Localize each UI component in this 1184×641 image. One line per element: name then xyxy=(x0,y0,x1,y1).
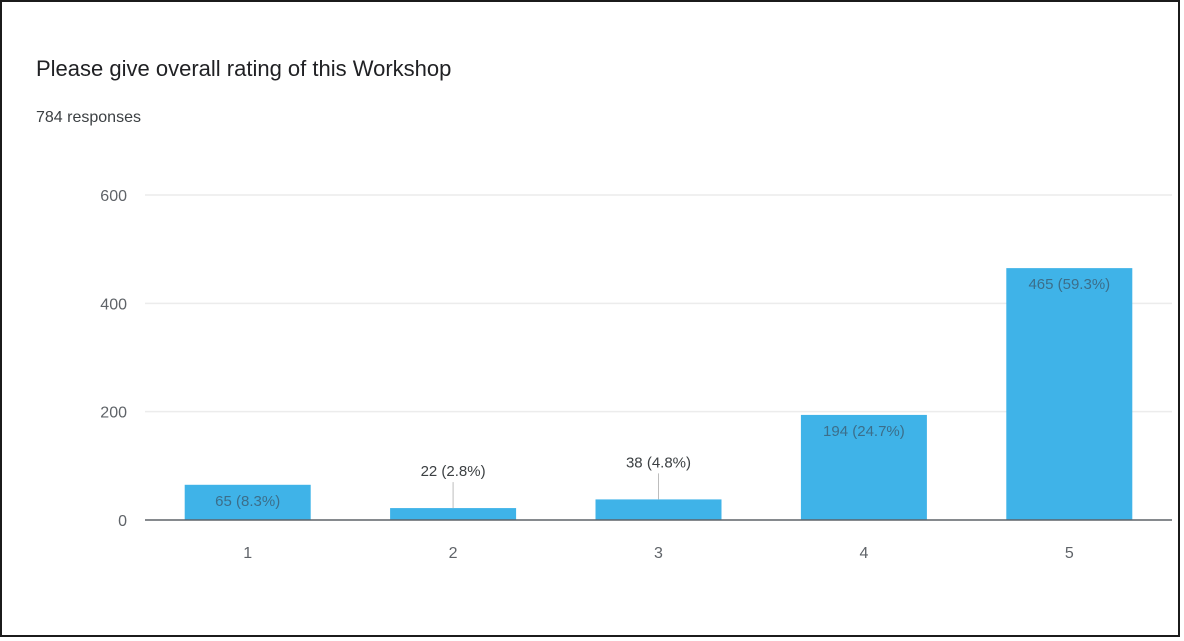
x-tick-label: 1 xyxy=(243,545,252,562)
response-count: 784 responses xyxy=(36,109,141,126)
y-tick-label: 0 xyxy=(118,513,127,530)
x-tick-label: 4 xyxy=(859,545,868,562)
data-label: 65 (8.3%) xyxy=(215,493,280,510)
x-tick-label: 2 xyxy=(449,545,458,562)
data-label: 194 (24.7%) xyxy=(823,423,905,440)
data-label: 22 (2.8%) xyxy=(421,463,486,480)
x-tick-label: 3 xyxy=(654,545,663,562)
x-tick-label: 5 xyxy=(1065,545,1074,562)
bar xyxy=(184,484,311,520)
bar xyxy=(390,508,517,520)
y-tick-label: 200 xyxy=(100,405,127,422)
y-tick-label: 400 xyxy=(100,296,127,313)
data-label: 465 (59.3%) xyxy=(1028,276,1110,293)
bar xyxy=(1006,268,1133,520)
data-label: 38 (4.8%) xyxy=(626,454,691,471)
y-tick-label: 600 xyxy=(100,188,127,205)
chart-title: Please give overall rating of this Works… xyxy=(36,56,452,81)
bar xyxy=(800,414,927,520)
bar xyxy=(595,499,722,520)
